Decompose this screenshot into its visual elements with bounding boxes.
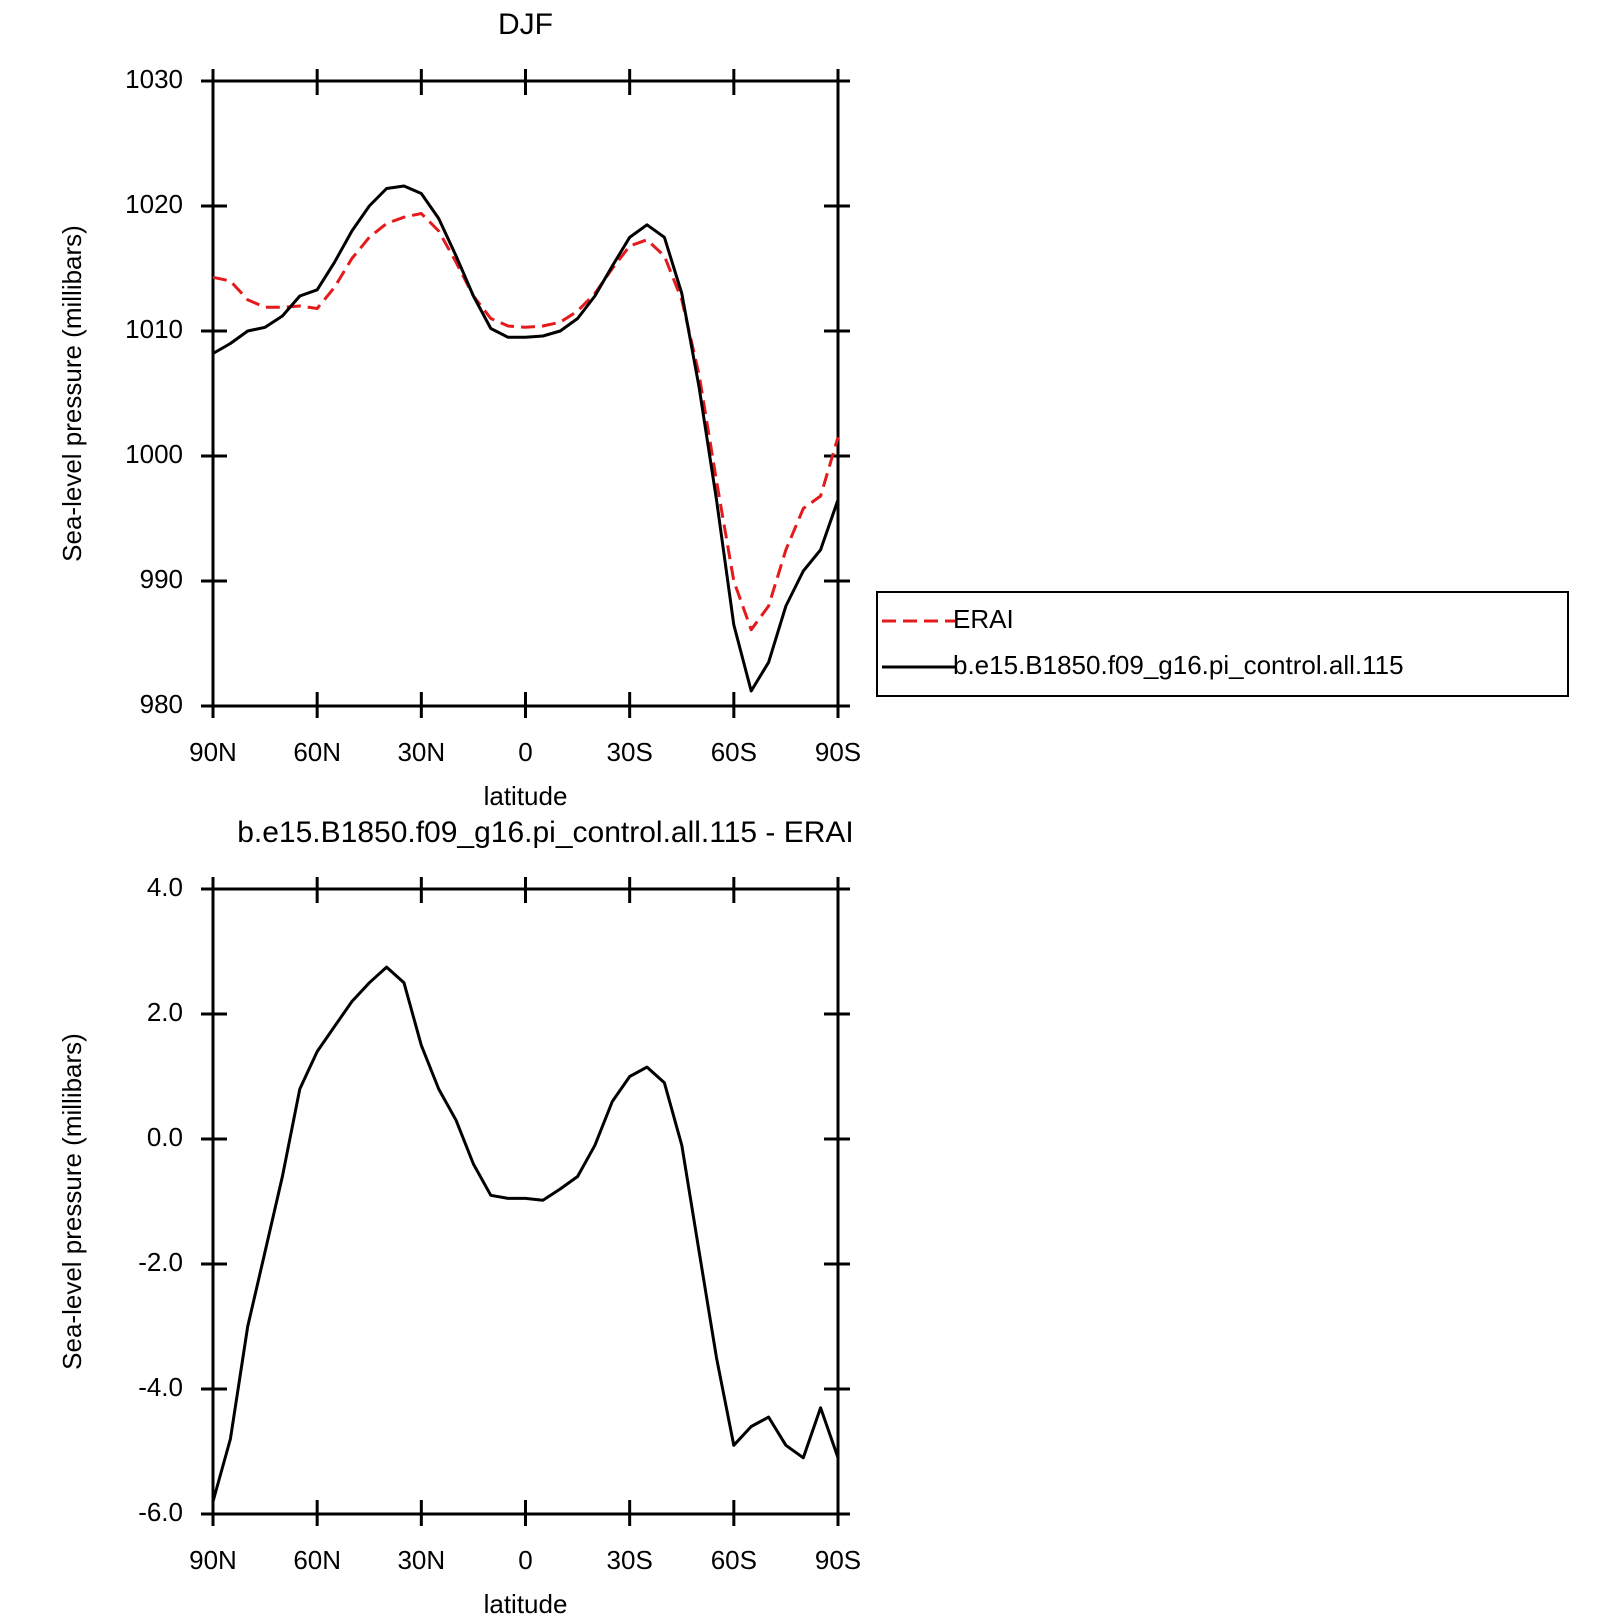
data-line [211,965,840,1502]
y-tick-label: 1030 [125,64,183,94]
x-tick-label: 60N [293,737,341,767]
x-tick-label: 90N [189,1545,237,1575]
chart-title: DJF [498,8,553,41]
legend-label: ERAI [953,604,1014,634]
legend-label: b.e15.B1850.f09_g16.pi_control.all.115 [953,650,1404,680]
y-tick-label: 0.0 [147,1122,183,1152]
y-tick-label: 980 [140,689,183,719]
x-tick-label: 90S [815,1545,861,1575]
x-axis-label: latitude [484,1589,568,1619]
y-tick-label: -6.0 [138,1497,183,1527]
x-tick-label: 0 [518,1545,532,1575]
plot-frame [211,887,840,1516]
y-tick-label: 1000 [125,439,183,469]
y-tick-label: 1020 [125,189,183,219]
x-tick-label: 30S [607,1545,653,1575]
x-tick-label: 60S [711,737,757,767]
y-tick-label: -4.0 [138,1372,183,1402]
x-tick-label: 0 [518,737,532,767]
x-tick-label: 90N [189,737,237,767]
chart-title: b.e15.B1850.f09_g16.pi_control.all.115 -… [237,816,854,849]
x-tick-label: 30N [397,1545,445,1575]
y-axis-label: Sea-level pressure (millibars) [57,1033,87,1370]
x-tick-label: 60S [711,1545,757,1575]
data-line [212,184,840,693]
x-tick-label: 60N [293,1545,341,1575]
y-tick-label: 4.0 [147,872,183,902]
plot-frame [211,79,840,708]
data-line [212,212,840,632]
x-tick-label: 90S [815,737,861,767]
y-axis-label: Sea-level pressure (millibars) [57,225,87,562]
legend-box [876,591,1569,697]
x-axis-label: latitude [484,781,568,811]
y-tick-label: -2.0 [138,1247,183,1277]
y-tick-label: 990 [140,564,183,594]
x-tick-label: 30S [607,737,653,767]
x-tick-label: 30N [397,737,445,767]
y-tick-label: 2.0 [147,997,183,1027]
y-tick-label: 1010 [125,314,183,344]
